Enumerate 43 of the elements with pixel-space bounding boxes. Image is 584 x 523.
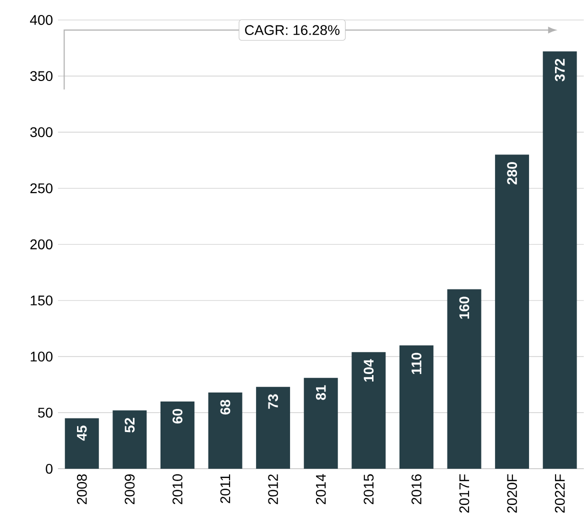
x-tick-label: 2022F	[554, 474, 565, 513]
bar	[304, 378, 338, 469]
y-tick-label: 350	[30, 71, 52, 82]
x-tick-label: 2012	[268, 474, 278, 504]
bar	[352, 352, 386, 469]
bar	[256, 386, 290, 469]
y-tick-label: 400	[30, 15, 52, 26]
data-label: 73	[268, 394, 278, 409]
data-label: 110	[412, 352, 422, 374]
bar	[160, 402, 194, 469]
x-tick-label: 2015	[364, 474, 374, 504]
y-tick-label: 100	[30, 352, 52, 362]
data-label: 68	[220, 400, 230, 415]
bar	[208, 392, 242, 469]
data-label: 60	[172, 409, 182, 424]
data-label: 81	[316, 385, 326, 400]
data-label: 104	[364, 359, 374, 382]
x-tick-label: 2010	[172, 474, 182, 504]
bar	[495, 154, 530, 469]
y-tick-label: 0	[46, 464, 52, 474]
x-tick-label: 2011	[220, 474, 230, 504]
x-tick-label: 2014	[316, 474, 326, 504]
y-tick-label: 50	[38, 408, 52, 418]
data-label: 52	[124, 418, 135, 433]
data-label: 280	[507, 162, 518, 185]
bar	[64, 418, 99, 469]
bar	[542, 52, 577, 469]
x-tick-label: 2008	[76, 474, 87, 504]
data-label: 372	[554, 59, 565, 82]
bar	[399, 345, 434, 469]
bar	[447, 289, 482, 469]
data-label: 160	[459, 296, 470, 319]
x-tick-label: 2017F	[459, 474, 470, 513]
annotation: CAGR: 16.28%	[245, 25, 340, 36]
bar	[112, 410, 147, 469]
y-tick-label: 150	[30, 296, 52, 306]
y-tick-label: 200	[30, 240, 52, 250]
data-label: 45	[77, 426, 87, 441]
x-tick-label: 2009	[124, 474, 135, 504]
y-tick-label: 250	[30, 183, 52, 194]
y-tick-label: 300	[30, 127, 52, 138]
x-tick-label: 2016	[412, 474, 422, 504]
x-tick-label: 2020F	[507, 474, 518, 513]
